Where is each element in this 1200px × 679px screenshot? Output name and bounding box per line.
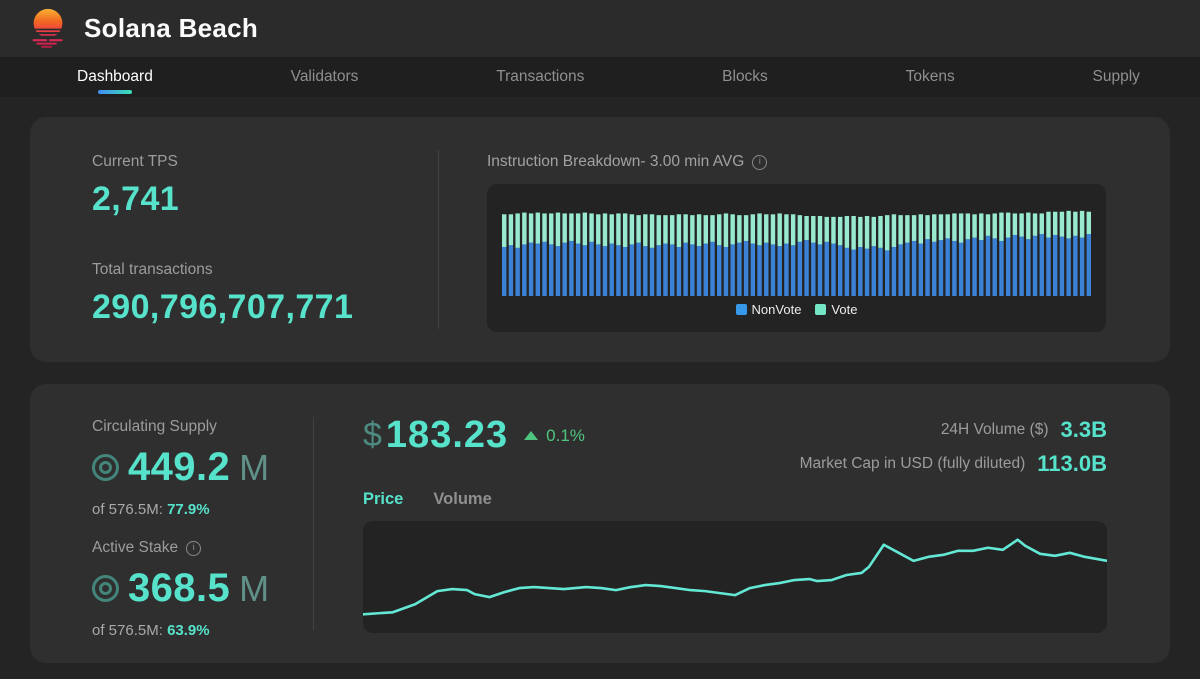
active-stake-unit: M [239,567,270,609]
instruction-breakdown-column: Instruction Breakdown- 3.00 min AVG NonV… [439,117,1170,362]
nav-item-supply[interactable]: Supply [1092,68,1140,85]
main-nav: Dashboard Validators Transactions Blocks… [0,57,1200,97]
legend-item-nonvote: NonVote [735,302,802,317]
active-stake-sub-label: of 576.5M: [92,622,163,639]
price-value: 183.23 [385,414,509,456]
nonvote-swatch-icon [735,304,747,315]
instruction-breakdown-title-row: Instruction Breakdown- 3.00 min AVG [487,153,1106,171]
nonvote-legend-label: NonVote [751,302,802,317]
nav-item-validators[interactable]: Validators [290,68,359,85]
active-stake-sub-value: 63.9% [167,622,210,639]
market-card: Circulating Supply 449.2 M of 576.5M: 77… [30,384,1170,663]
tps-stats-column: Current TPS 2,741 Total transactions 290… [30,117,438,362]
network-stats-card: Current TPS 2,741 Total transactions 290… [30,117,1170,362]
price-line [363,521,1107,633]
active-stake-sub: of 576.5M: 63.9% [92,622,313,639]
nav-item-blocks[interactable]: Blocks [722,68,768,85]
price-volume-tabs: Price Volume [363,490,1107,509]
circulating-supply-group: Circulating Supply 449.2 M of 576.5M: 77… [92,418,313,518]
instruction-breakdown-chart[interactable]: NonVote Vote [487,184,1106,332]
nav-item-transactions[interactable]: Transactions [496,68,585,85]
vertical-divider [438,150,439,329]
price-main: $ 183.23 0.1% [363,414,585,457]
active-stake-value: 368.5 [128,566,231,610]
tab-volume[interactable]: Volume [433,490,492,508]
instruction-breakdown-bars [502,210,1091,296]
info-icon[interactable] [752,154,768,170]
sunset-logo-icon[interactable] [25,6,71,52]
circulating-supply-value-row: 449.2 M [92,445,313,490]
supply-column: Circulating Supply 449.2 M of 576.5M: 77… [30,384,313,663]
volume-24h-row: 24H Volume ($) 3.3B [941,417,1107,443]
market-cap-value: 113.0B [1037,451,1107,476]
price-column: $ 183.23 0.1% 24H Volume ($) 3.3B Market… [314,384,1170,663]
chart-legend: NonVote Vote [502,302,1091,317]
volume-24h-label: 24H Volume ($) [940,421,1049,438]
market-cap-label: Market Cap in USD (fully diluted) [799,455,1026,472]
dashboard-main: Current TPS 2,741 Total transactions 290… [0,97,1200,663]
solana-token-icon [92,575,119,602]
vote-swatch-icon [815,304,827,315]
circulating-supply-unit: M [239,446,270,488]
app-title: Solana Beach [84,13,259,43]
price-chart[interactable] [363,521,1107,633]
volume-24h-value: 3.3B [1060,417,1107,442]
solana-token-icon [92,454,119,481]
circulating-supply-label: Circulating Supply [92,418,217,435]
vertical-divider [313,417,314,630]
circulating-supply-sub-value: 77.9% [167,501,210,518]
arrow-up-icon [524,431,539,440]
total-transactions-stat: Total transactions 290,796,707,771 [92,261,438,327]
price-header: $ 183.23 0.1% 24H Volume ($) 3.3B Market… [363,414,1107,477]
market-cap-row: Market Cap in USD (fully diluted) 113.0B [800,451,1107,477]
active-stake-value-row: 368.5 M [92,566,313,611]
active-stake-group: Active Stake 368.5 M of 576.5M: 63.9% [92,539,313,639]
tab-price[interactable]: Price [363,490,404,508]
price-change: 0.1% [546,425,585,445]
info-icon[interactable] [186,540,202,556]
circulating-supply-sub-label: of 576.5M: [92,501,163,518]
instruction-breakdown-title: Instruction Breakdown- 3.00 min AVG [487,153,745,170]
nav-item-dashboard[interactable]: Dashboard [75,57,155,97]
current-tps-value: 2,741 [92,180,180,218]
app-header: Solana Beach [0,0,1200,57]
active-stake-label-row: Active Stake [92,539,313,557]
circulating-supply-sub: of 576.5M: 77.9% [92,501,313,518]
legend-item-vote: Vote [815,302,857,317]
total-transactions-label: Total transactions [92,261,213,278]
dollar-sign: $ [363,416,382,454]
vote-legend-label: Vote [831,302,858,317]
active-stake-label: Active Stake [92,539,179,556]
total-transactions-value: 290,796,707,771 [92,288,354,326]
price-stats: 24H Volume ($) 3.3B Market Cap in USD (f… [800,417,1107,477]
current-tps-stat: Current TPS 2,741 [92,153,438,219]
nav-item-tokens[interactable]: Tokens [905,68,955,85]
circulating-supply-value: 449.2 [128,445,231,489]
current-tps-label: Current TPS [92,153,178,170]
